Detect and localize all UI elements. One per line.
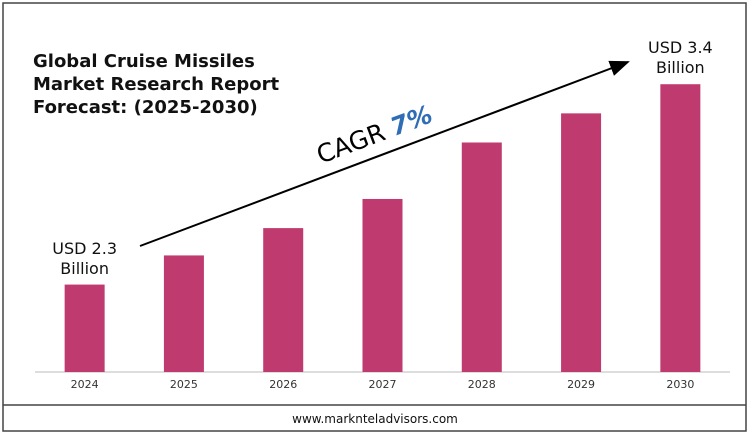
- bar: [561, 113, 602, 372]
- x-tick-label: 2025: [170, 378, 198, 391]
- x-tick-label: 2028: [468, 378, 496, 391]
- x-tick-label: 2027: [369, 378, 397, 391]
- bar: [660, 84, 701, 372]
- bar: [163, 255, 204, 372]
- bar: [263, 228, 304, 372]
- footer: www.marknteladvisors.com: [292, 412, 458, 426]
- chart-title: Global Cruise Missiles Market Research R…: [33, 51, 280, 118]
- bar: [64, 284, 105, 372]
- trend-arrow: [139, 60, 630, 247]
- x-tick-label: 2024: [71, 378, 99, 391]
- frame: [2, 2, 747, 432]
- x-tick-label: 2029: [567, 378, 595, 391]
- value-label: USD 2.3 Billion: [52, 238, 117, 278]
- bar: [362, 198, 403, 372]
- x-tick-label: 2026: [269, 378, 297, 391]
- cagr-value: 7%: [386, 100, 436, 142]
- x-tick-label: 2030: [666, 378, 694, 391]
- cagr-label: CAGR: [313, 117, 390, 169]
- value-label: USD 3.4 Billion: [647, 38, 713, 78]
- cagr: CAGR 7%: [313, 100, 437, 170]
- bar: [461, 142, 502, 372]
